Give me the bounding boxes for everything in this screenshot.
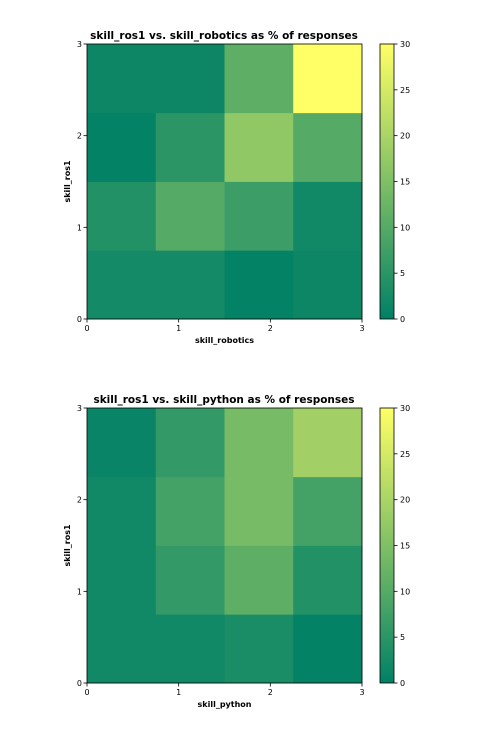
heatmap-cell (293, 545, 363, 615)
heatmap-cell (224, 545, 294, 615)
colorbar (379, 407, 395, 684)
colorbar-tick-label: 30 (400, 404, 410, 413)
heatmap-cell (293, 614, 363, 684)
heatmap-cell (155, 112, 225, 182)
colorbar-tick-label: 15 (400, 542, 410, 551)
colorbar-tick-label: 5 (400, 269, 405, 278)
colorbar-tick-label: 0 (400, 315, 405, 324)
heatmap-cell (155, 181, 225, 251)
y-axis-ticks: 0 1 2 3 (77, 404, 87, 688)
heatmap-cell (293, 181, 363, 251)
y-tick-label: 2 (77, 132, 82, 141)
y-axis-label: skill_ros1 (63, 160, 72, 203)
y-tick-label: 2 (77, 496, 82, 505)
heatmap-chart-python: skill_ros1 vs. skill_python as % of resp… (63, 394, 410, 709)
heatmap-cell (224, 408, 294, 478)
colorbar-tick-label: 20 (400, 496, 410, 505)
colorbar (379, 43, 395, 320)
heatmap-cell (87, 250, 157, 320)
x-tick-label: 0 (84, 688, 89, 697)
colorbar-tick-label: 10 (400, 587, 410, 596)
heatmap-cell (293, 112, 363, 182)
y-tick-label: 0 (77, 315, 82, 324)
plot-frame (86, 407, 363, 684)
colorbar-tick-label: 25 (400, 450, 410, 459)
heatmap-cell (87, 476, 157, 546)
colorbar-tick-label: 25 (400, 86, 410, 95)
x-tick-label: 3 (359, 324, 364, 333)
heatmap-cell (155, 250, 225, 320)
y-axis-ticks: 0 1 2 3 (77, 40, 87, 324)
plot-frame (86, 43, 363, 320)
heatmap-cell (155, 44, 225, 114)
colorbar-tick-label: 0 (400, 679, 405, 688)
heatmap-cell (224, 250, 294, 320)
heatmap-cell (155, 476, 225, 546)
y-axis-label: skill_ros1 (63, 524, 72, 567)
colorbar-ticks: 0 5 10 15 20 25 30 (394, 404, 410, 688)
x-axis-ticks: 0 1 2 3 (84, 319, 365, 333)
heatmap-cell (155, 614, 225, 684)
x-axis-label: skill_robotics (195, 336, 254, 345)
y-tick-label: 3 (77, 40, 82, 49)
y-tick-label: 1 (77, 223, 82, 232)
chart-title: skill_ros1 vs. skill_python as % of resp… (93, 394, 354, 406)
heatmap-cell (87, 181, 157, 251)
heatmap-cell (224, 181, 294, 251)
y-tick-label: 0 (77, 679, 82, 688)
heatmap-cells (87, 44, 363, 320)
heatmap-cell (87, 614, 157, 684)
heatmap-cell (293, 408, 363, 478)
colorbar-tick-label: 10 (400, 223, 410, 232)
y-tick-label: 3 (77, 404, 82, 413)
x-axis-label: skill_python (198, 700, 252, 709)
colorbar-tick-label: 30 (400, 40, 410, 49)
heatmap-cell (87, 44, 157, 114)
x-tick-label: 2 (268, 688, 273, 697)
heatmap-cell (87, 545, 157, 615)
x-tick-label: 3 (359, 688, 364, 697)
x-tick-label: 0 (84, 324, 89, 333)
heatmap-cell (224, 476, 294, 546)
heatmap-cell (155, 408, 225, 478)
x-tick-label: 2 (268, 324, 273, 333)
heatmap-cell (293, 44, 363, 114)
colorbar-tick-label: 15 (400, 178, 410, 187)
colorbar-ticks: 0 5 10 15 20 25 30 (394, 40, 410, 324)
chart-title: skill_ros1 vs. skill_robotics as % of re… (90, 30, 358, 42)
heatmap-cell (224, 112, 294, 182)
y-tick-label: 1 (77, 587, 82, 596)
heatmap-chart-robotics: skill_ros1 vs. skill_robotics as % of re… (63, 30, 410, 345)
heatmap-cell (293, 250, 363, 320)
x-tick-label: 1 (176, 324, 181, 333)
heatmap-cell (224, 44, 294, 114)
colorbar-tick-label: 20 (400, 132, 410, 141)
heatmap-cell (224, 614, 294, 684)
x-tick-label: 1 (176, 688, 181, 697)
heatmap-cell (155, 545, 225, 615)
heatmap-cell (87, 112, 157, 182)
colorbar-tick-label: 5 (400, 633, 405, 642)
heatmap-cells (87, 408, 363, 684)
x-axis-ticks: 0 1 2 3 (84, 683, 365, 697)
heatmap-cell (293, 476, 363, 546)
heatmap-cell (87, 408, 157, 478)
